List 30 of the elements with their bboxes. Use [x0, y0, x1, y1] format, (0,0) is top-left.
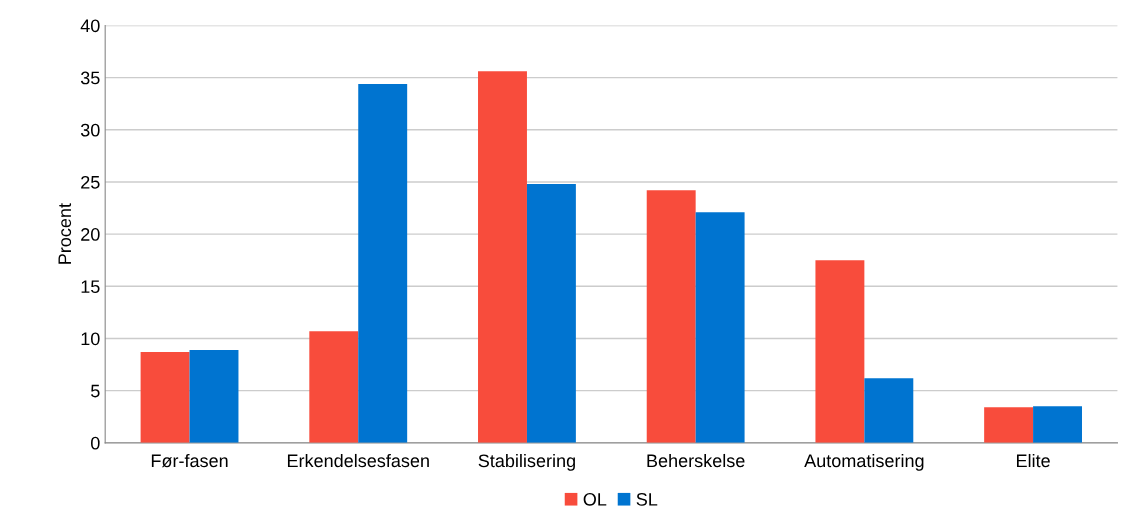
bar: [815, 260, 865, 443]
bar: [646, 190, 696, 443]
legend-label: OL: [583, 492, 607, 506]
x-tick-label: Elite: [1016, 453, 1050, 468]
bar: [309, 331, 359, 443]
y-tick-label: 40: [80, 19, 100, 33]
bar: [526, 184, 576, 443]
y-tick-label: 25: [81, 175, 100, 189]
bar: [140, 352, 190, 443]
x-tick-label: Stabilisering: [478, 453, 575, 471]
x-tick-label: Beherskelse: [647, 453, 745, 468]
y-tick-label: 5: [91, 384, 100, 398]
y-tick-label: 15: [81, 280, 100, 294]
legend-label: SL: [636, 492, 658, 506]
y-tick-label: 0: [90, 436, 100, 450]
bar: [695, 212, 745, 443]
y-tick-label: 30: [80, 123, 100, 137]
x-tick-label: Erkendelsesfasen: [287, 453, 429, 468]
y-tick-label: 35: [80, 71, 100, 85]
bar: [984, 407, 1034, 443]
y-tick-label: 10: [81, 332, 100, 346]
bar: [358, 83, 408, 443]
bar: [864, 378, 914, 443]
bar: [189, 349, 239, 443]
bar: [478, 71, 527, 443]
x-tick-label: Automatisering: [804, 453, 924, 471]
bar: [1033, 406, 1082, 443]
x-tick-label: Før-fasen: [151, 453, 228, 468]
y-axis-title: Procent: [58, 203, 72, 264]
y-tick-label: 20: [81, 228, 100, 241]
